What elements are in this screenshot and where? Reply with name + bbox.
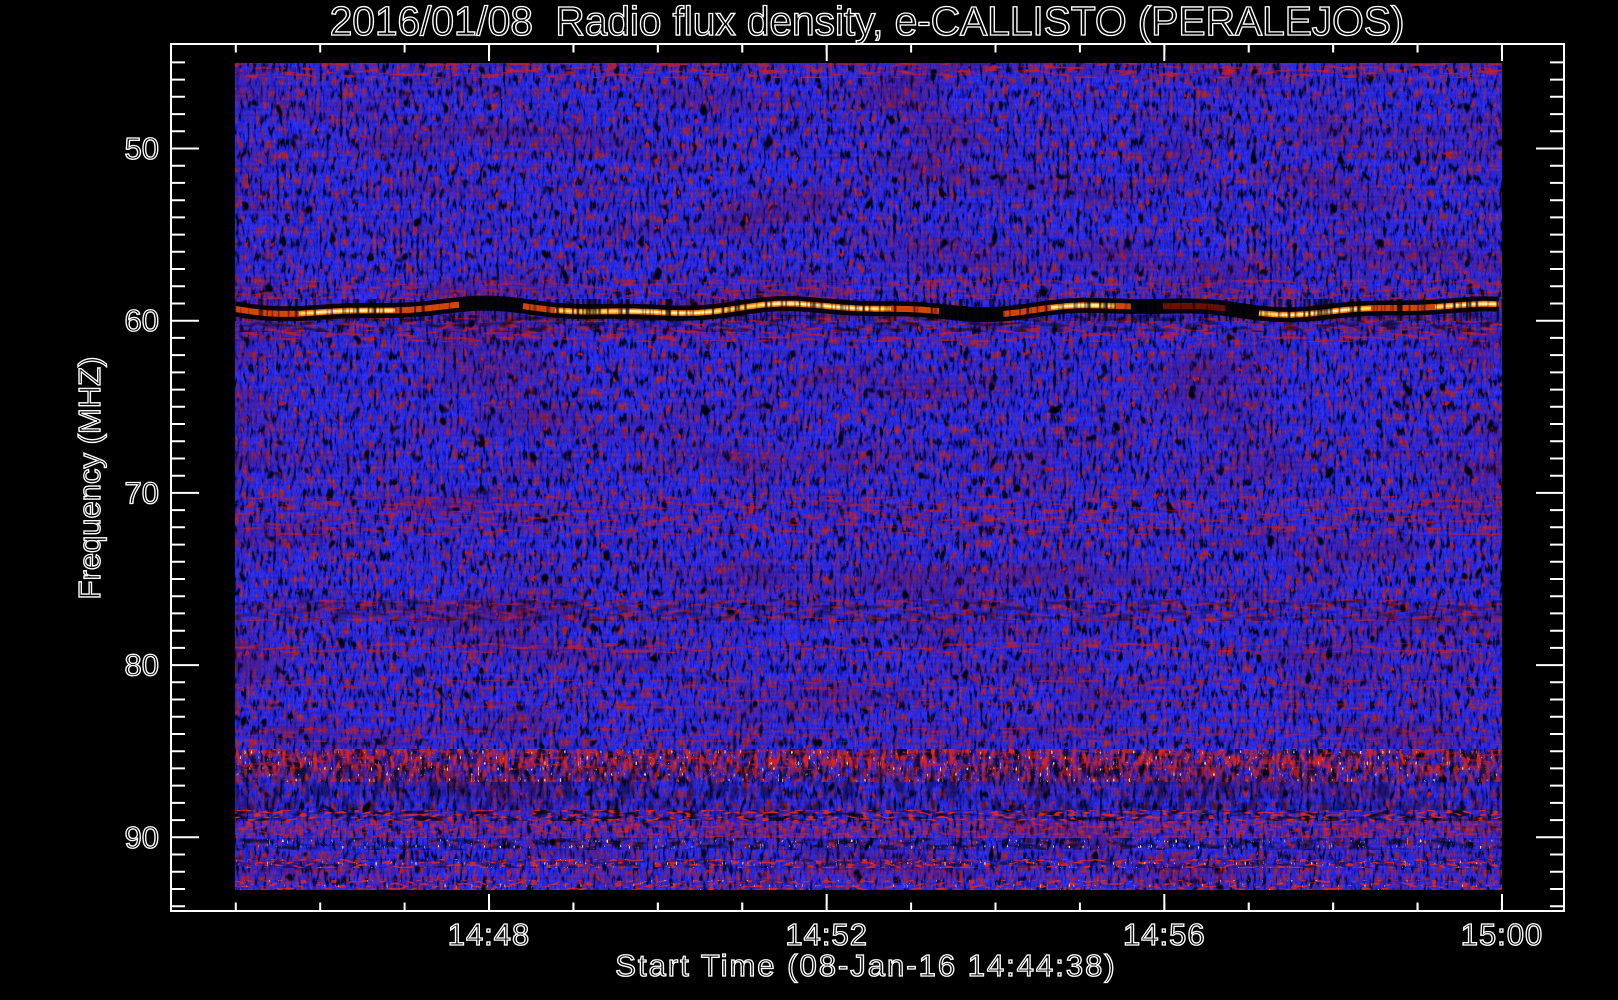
- svg-text:14:52: 14:52: [785, 917, 868, 952]
- svg-text:14:48: 14:48: [448, 917, 531, 952]
- svg-text:2016/01/08 Radio flux density: 2016/01/08 Radio flux density, e-CALLIST…: [330, 0, 1405, 44]
- svg-text:15:00: 15:00: [1461, 917, 1544, 952]
- svg-text:90: 90: [125, 820, 159, 855]
- svg-text:Start Time (08-Jan-16 14:44:38: Start Time (08-Jan-16 14:44:38): [615, 948, 1116, 983]
- svg-text:Frequency (MHZ): Frequency (MHZ): [72, 357, 107, 600]
- svg-text:80: 80: [125, 648, 159, 683]
- svg-text:14:56: 14:56: [1123, 917, 1206, 952]
- svg-text:70: 70: [125, 475, 159, 510]
- svg-text:50: 50: [125, 131, 159, 166]
- svg-text:60: 60: [125, 303, 159, 338]
